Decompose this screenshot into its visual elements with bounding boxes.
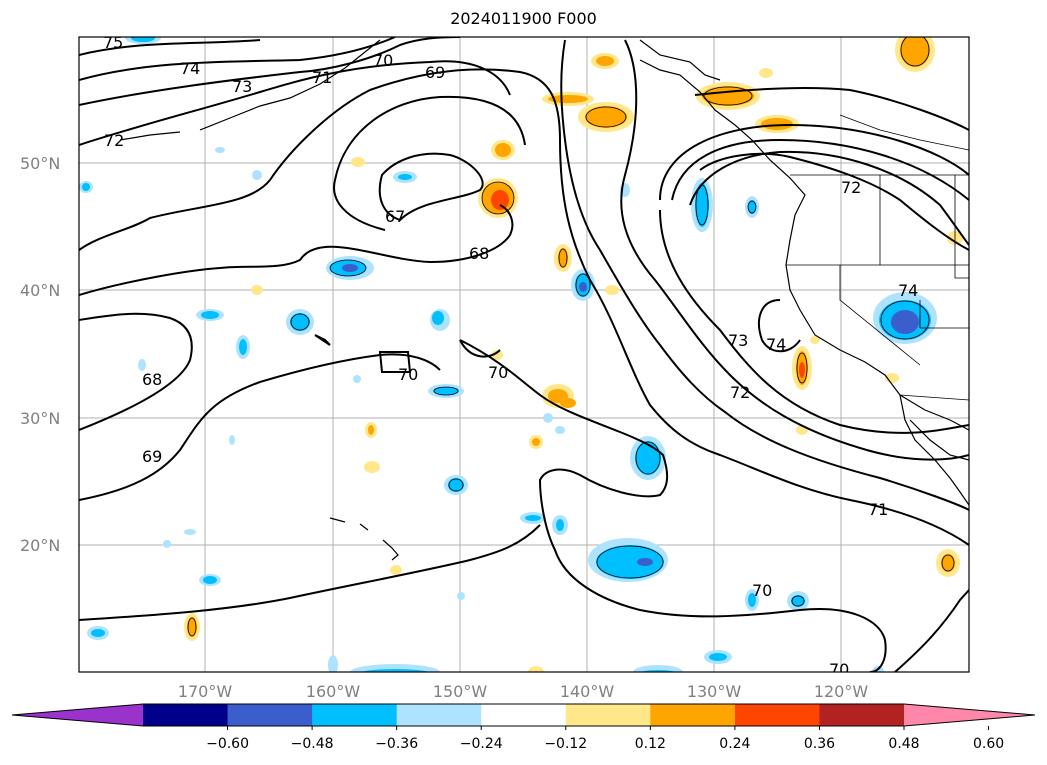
contour-label: 71: [312, 68, 332, 87]
contour-label: 68: [469, 244, 489, 263]
contour-label: 75: [103, 33, 123, 52]
colorbar: −0.60 −0.48 −0.36 −0.24 −0.12 0.12 0.24 0.36 0.4…: [11, 703, 1036, 752]
colorbar-tick-label: −0.36: [375, 736, 418, 752]
colorbar-swatch: [565, 704, 651, 726]
contour-label: 69: [142, 447, 162, 466]
height-contours: [79, 37, 969, 672]
gridlines: [79, 37, 969, 672]
contour-labels: 75 74 73 72 71 70 69 67 68 70 70 68 69 7…: [103, 33, 918, 679]
colorbar-tick-label: −0.12: [544, 736, 587, 752]
colorbar-tick-label: 0.24: [719, 736, 750, 752]
colorbar-swatch: [734, 704, 820, 726]
colorbar-extend-low: [12, 704, 143, 726]
colorbar-tick-label: 0.36: [804, 736, 835, 752]
colorbar-tick-label: −0.60: [206, 736, 249, 752]
coastlines: [119, 39, 969, 561]
contour-label: 71: [868, 500, 888, 519]
lon-label: 170°W: [178, 682, 233, 701]
colorbar-outline: [11, 703, 1036, 727]
contour-label: 72: [104, 131, 124, 150]
colorbar-tick-label: 0.60: [973, 736, 1004, 752]
contour-label: 74: [898, 281, 918, 300]
lon-label: 140°W: [560, 682, 615, 701]
colorbar-tick-label: −0.24: [460, 736, 503, 752]
contour-label: 70: [752, 581, 772, 600]
contour-label: 74: [766, 335, 786, 354]
colorbar-tick-label: 0.48: [888, 736, 919, 752]
latitude-labels: 50°N 40°N 30°N 20°N: [20, 154, 60, 555]
lat-label: 20°N: [20, 536, 60, 555]
contour-label: 67: [385, 207, 405, 226]
lon-label: 120°W: [814, 682, 869, 701]
map-frame: [78, 36, 970, 673]
colorbar-swatch: [312, 704, 398, 726]
colorbar-swatch: [396, 704, 482, 726]
lon-label: 160°W: [306, 682, 361, 701]
contour-label: 70: [373, 51, 393, 70]
anomaly-outlines: [187, 37, 955, 637]
contour-label: 72: [841, 178, 861, 197]
contour-label: 70: [398, 365, 418, 384]
longitude-labels: 170°W 160°W 150°W 140°W 130°W 120°W: [178, 682, 869, 701]
contour-label: 68: [142, 370, 162, 389]
lat-label: 40°N: [20, 281, 60, 300]
colorbar-swatch: [819, 704, 905, 726]
colorbar-swatch: [227, 704, 313, 726]
colorbar-swatch: [650, 704, 736, 726]
colorbar-tick-label: 0.12: [635, 736, 666, 752]
lon-label: 150°W: [433, 682, 488, 701]
contour-label: 69: [425, 63, 445, 82]
map-title: 2024011900 F000: [450, 9, 597, 28]
state-borders: [786, 114, 969, 401]
contour-label: 73: [728, 331, 748, 350]
lon-label: 130°W: [687, 682, 742, 701]
colorbar-tick-label: −0.48: [291, 736, 334, 752]
contour-label: 74: [180, 59, 200, 78]
colorbar-swatch: [481, 704, 567, 726]
contour-label: 70: [488, 363, 508, 382]
colorbar-swatch: [143, 704, 229, 726]
colorbar-extend-high: [904, 704, 1035, 726]
lat-label: 30°N: [20, 409, 60, 428]
contour-label: 73: [232, 77, 252, 96]
lat-label: 50°N: [20, 154, 60, 173]
contour-label: 70: [829, 660, 849, 679]
contour-label: 72: [730, 383, 750, 402]
